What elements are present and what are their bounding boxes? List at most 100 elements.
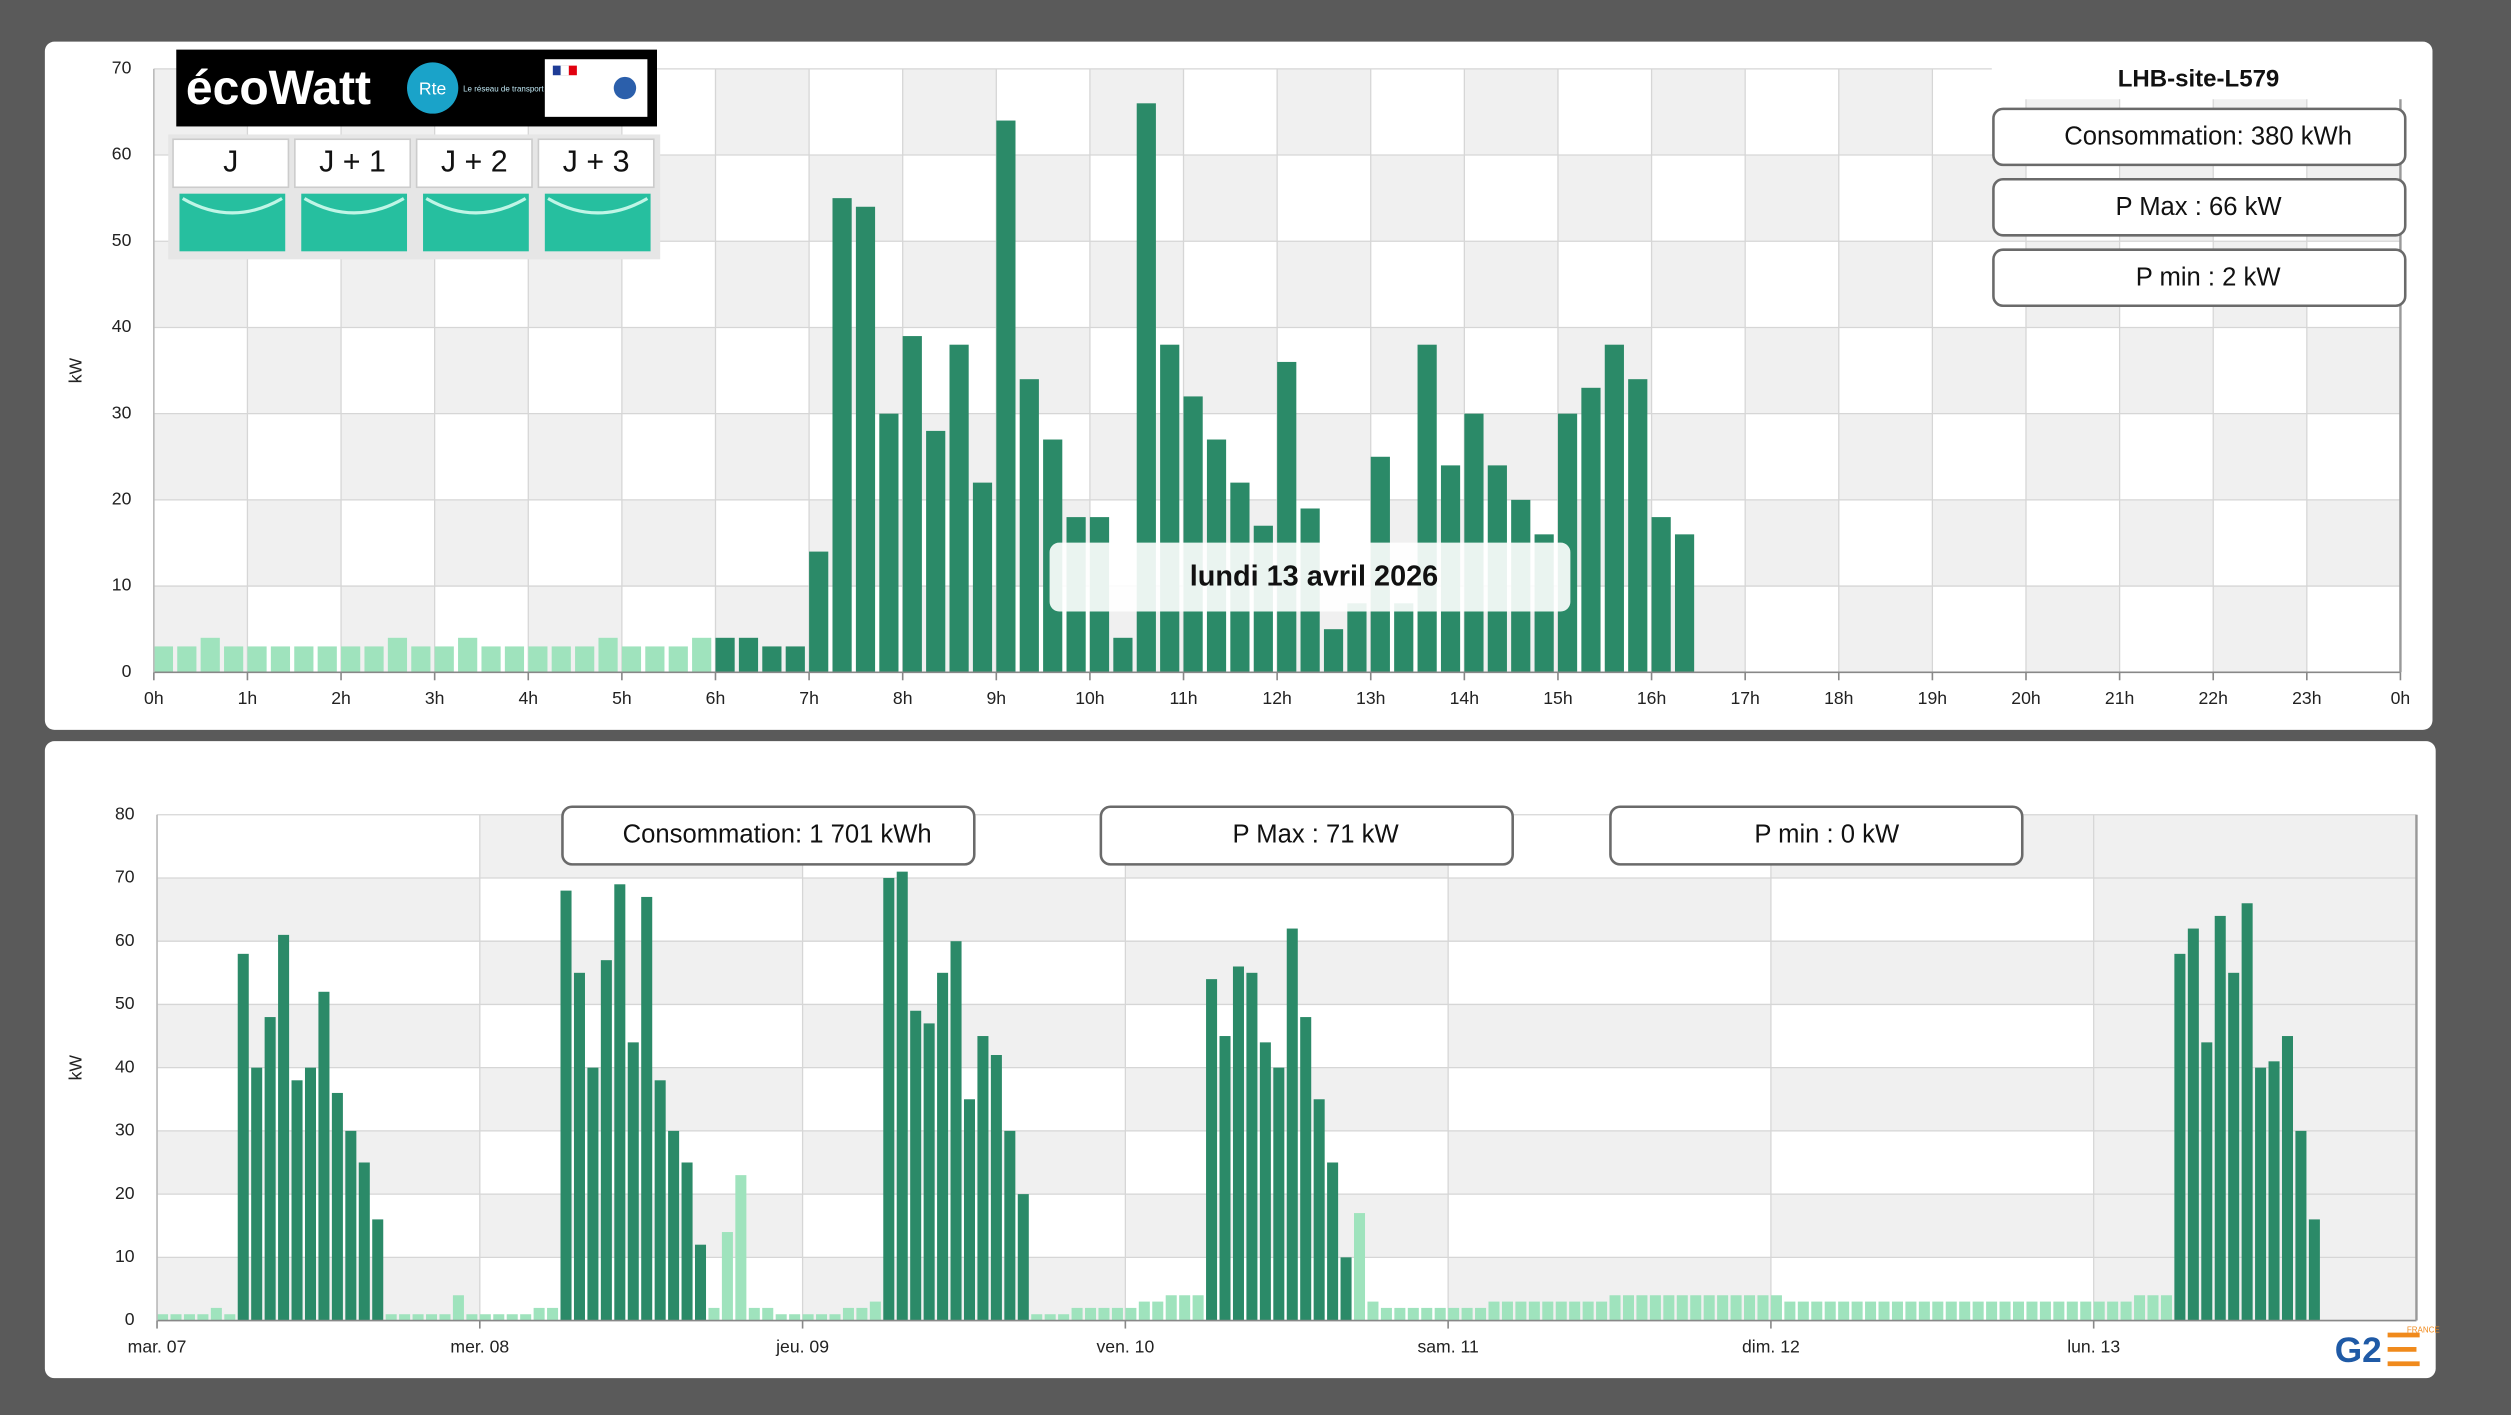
grid-cell [1370, 68, 1465, 156]
bar [896, 871, 908, 1321]
grid-cell [802, 941, 1126, 1005]
bar [1609, 1295, 1621, 1321]
bar [1461, 1307, 1473, 1321]
bar [1851, 1301, 1863, 1321]
x-tick-label: 5h [612, 688, 632, 708]
x-tick-label: 9h [987, 688, 1007, 708]
rte-tagline: Le réseau de transport d'électricité [463, 85, 586, 94]
bar [1417, 344, 1437, 673]
day-signal [423, 193, 529, 252]
day-header [172, 138, 290, 189]
bar [1744, 1295, 1756, 1321]
x-tick-label: dim. 12 [1742, 1336, 1800, 1356]
bar [1367, 1301, 1379, 1321]
bar [1327, 1162, 1339, 1321]
bar [802, 1314, 814, 1321]
pmax-box [1992, 177, 2407, 237]
bar [183, 1314, 195, 1321]
y-tick-label: 60 [115, 930, 135, 950]
bar [1542, 1301, 1554, 1321]
bar [224, 1314, 236, 1321]
bar [2241, 903, 2253, 1321]
grid-cell [1183, 68, 1278, 156]
grid-cell [1770, 877, 2094, 942]
grid-cell [341, 327, 435, 414]
bar [816, 1314, 828, 1321]
bar [2093, 1301, 2105, 1321]
day-wave [303, 197, 405, 215]
bar [1972, 1301, 1984, 1321]
bar [1555, 1301, 1567, 1321]
ecowatt-text: écoWatt [186, 62, 371, 115]
bar [949, 344, 969, 673]
bar [1277, 361, 1297, 673]
bar [573, 972, 585, 1321]
bar [1569, 1301, 1581, 1321]
bar [533, 1307, 545, 1321]
grid-cell [528, 499, 622, 587]
y-tick-label: 60 [112, 144, 132, 164]
day-signal [301, 193, 408, 252]
bar [1058, 1314, 1070, 1321]
bar [1770, 1295, 1782, 1321]
bar [504, 646, 525, 673]
bar [1581, 387, 1601, 673]
y-tick-label: 30 [115, 1120, 135, 1140]
bar [1797, 1301, 1809, 1321]
bar [1528, 1301, 1540, 1321]
grid-cell [2213, 499, 2307, 587]
day-wave [181, 197, 283, 215]
grid-cell [341, 499, 435, 587]
bar [1353, 1213, 1366, 1321]
bar [197, 1314, 209, 1321]
week-pmax-box [1099, 805, 1514, 866]
bar [341, 646, 361, 673]
grid-cell [2306, 413, 2401, 500]
bar [2214, 915, 2226, 1321]
bar [692, 637, 712, 673]
grid-cell [1745, 413, 1839, 500]
bar [2160, 1295, 2172, 1321]
bar [2134, 1295, 2146, 1321]
bar [1865, 1301, 1877, 1321]
bar [426, 1314, 438, 1321]
grid-cell [1370, 241, 1465, 328]
bar [1824, 1301, 1836, 1321]
grid-cell [1838, 327, 1933, 414]
bar [1674, 534, 1695, 673]
bar [1784, 1301, 1796, 1321]
grid-cell [1464, 155, 1558, 242]
bar [2308, 1219, 2320, 1321]
grid-cell [247, 413, 342, 500]
grid-cell [1183, 241, 1278, 328]
y-tick-label: 30 [112, 402, 132, 422]
bar [1945, 1301, 1957, 1321]
y-tick-label: 10 [115, 1246, 135, 1266]
grid-cell [621, 413, 716, 500]
grid-cell [1932, 586, 2026, 673]
bar [1071, 1307, 1083, 1321]
grid-cell [1745, 68, 1839, 156]
bar [528, 646, 548, 673]
bar [869, 1301, 881, 1321]
bar [2147, 1295, 2159, 1321]
grid-cell [1838, 499, 1933, 587]
bar [950, 941, 962, 1321]
bar [2228, 972, 2240, 1321]
day-label: J + 3 [563, 144, 630, 178]
bar [560, 890, 572, 1321]
x-tick-label: 2h [331, 688, 351, 708]
flag-red [568, 65, 577, 76]
y-tick-label: 50 [112, 230, 132, 250]
g2-mark [2387, 1332, 2420, 1367]
bar [153, 646, 174, 673]
bar [654, 1080, 666, 1321]
bar [842, 1307, 854, 1321]
bar [809, 551, 829, 673]
bar [481, 646, 501, 673]
x-tick-label: 17h [1730, 688, 1759, 708]
consumption-box [1992, 107, 2407, 167]
bar [1017, 1194, 1029, 1321]
x-tick-label: 23h [2292, 688, 2321, 708]
week-pmax: P Max : 71 kW [1233, 820, 1400, 848]
